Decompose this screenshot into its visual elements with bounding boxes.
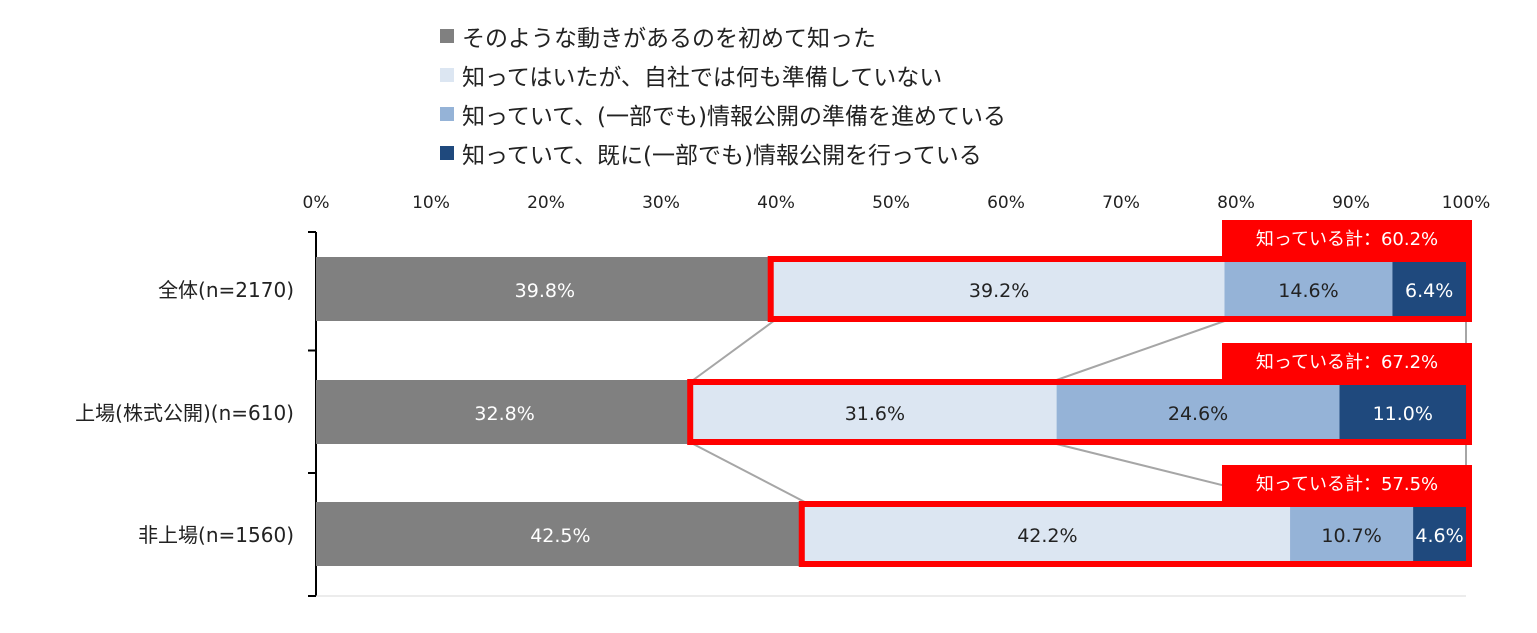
legend: そのような動きがあるのを初めて知った知ってはいたが、自社では何も準備していない知… [440, 16, 1006, 172]
x-tick-label: 40% [757, 193, 795, 213]
legend-swatch [440, 28, 454, 43]
x-tick-label: 50% [872, 193, 910, 213]
category-label: 非上場(n=1560) [138, 523, 294, 547]
bar-segment [804, 502, 1291, 566]
x-tick-label: 20% [527, 193, 565, 213]
legend-item: 知っていて、既に(一部でも)情報公開を行っている [440, 133, 1006, 172]
bar-segment [1056, 380, 1340, 444]
connector-line [692, 320, 775, 381]
annotation-label: 知っている計：67.2% [1256, 352, 1438, 373]
bar-segment [316, 502, 805, 566]
highlight-box [687, 379, 1472, 445]
bar-segment [693, 380, 1057, 444]
legend-item: そのような動きがあるのを初めて知った [440, 16, 1006, 55]
category-label: 上場(株式公開)(n=610) [75, 401, 294, 425]
legend-swatch [440, 67, 454, 82]
legend-item: 知ってはいたが、自社では何も準備していない [440, 55, 1006, 94]
x-tick-label: 60% [987, 193, 1025, 213]
legend-label: 知ってはいたが、自社では何も準備していない [462, 64, 943, 91]
annotation-label: 知っている計：60.2% [1256, 229, 1438, 250]
highlight-box [767, 256, 1472, 322]
bar-value-label: 14.6% [1278, 280, 1338, 302]
bar-value-label: 24.6% [1168, 403, 1228, 425]
bar-value-label: 11.0% [1373, 403, 1433, 425]
legend-swatch [440, 106, 454, 121]
bar-segment [1413, 502, 1466, 566]
annotation-badge [1222, 220, 1472, 256]
x-tick-label: 30% [642, 193, 680, 213]
bar-value-label: 42.5% [530, 525, 590, 547]
annotation-badge [1222, 465, 1472, 501]
connector-line [1056, 320, 1225, 381]
bar-value-label: 4.6% [1415, 525, 1463, 547]
bar-segment [316, 257, 774, 321]
legend-label: 知っていて、既に(一部でも)情報公開を行っている [462, 142, 982, 169]
category-label: 全体(n=2170) [158, 278, 294, 302]
x-tick-label: 0% [303, 193, 330, 213]
bar-value-label: 42.2% [1017, 525, 1077, 547]
legend-label: 知っていて、(一部でも)情報公開の準備を進めている [462, 103, 1006, 130]
highlight-box [798, 501, 1472, 567]
bar-value-label: 6.4% [1405, 280, 1453, 302]
legend-swatch [440, 145, 454, 160]
x-tick-label: 100% [1442, 193, 1491, 213]
bar-segment [773, 257, 1225, 321]
bar-segment [316, 380, 694, 444]
bar-value-label: 32.8% [474, 403, 534, 425]
x-tick-label: 10% [412, 193, 450, 213]
bar-segment [1339, 380, 1466, 444]
annotation-badge [1222, 343, 1472, 379]
legend-label: そのような動きがあるのを初めて知った [462, 25, 876, 52]
x-tick-label: 80% [1217, 193, 1255, 213]
connector-line [692, 443, 806, 503]
x-tick-label: 90% [1332, 193, 1370, 213]
bar-value-label: 31.6% [845, 403, 905, 425]
bar-segment [1290, 502, 1414, 566]
legend-item: 知っていて、(一部でも)情報公開の準備を進めている [440, 94, 1006, 133]
bar-value-label: 39.8% [515, 280, 575, 302]
bar-segment [1392, 257, 1466, 321]
annotation-label: 知っている計：57.5% [1256, 474, 1438, 495]
bar-segment [1224, 257, 1393, 321]
bar-value-label: 10.7% [1321, 525, 1381, 547]
bar-value-label: 39.2% [969, 280, 1029, 302]
x-tick-label: 70% [1102, 193, 1140, 213]
